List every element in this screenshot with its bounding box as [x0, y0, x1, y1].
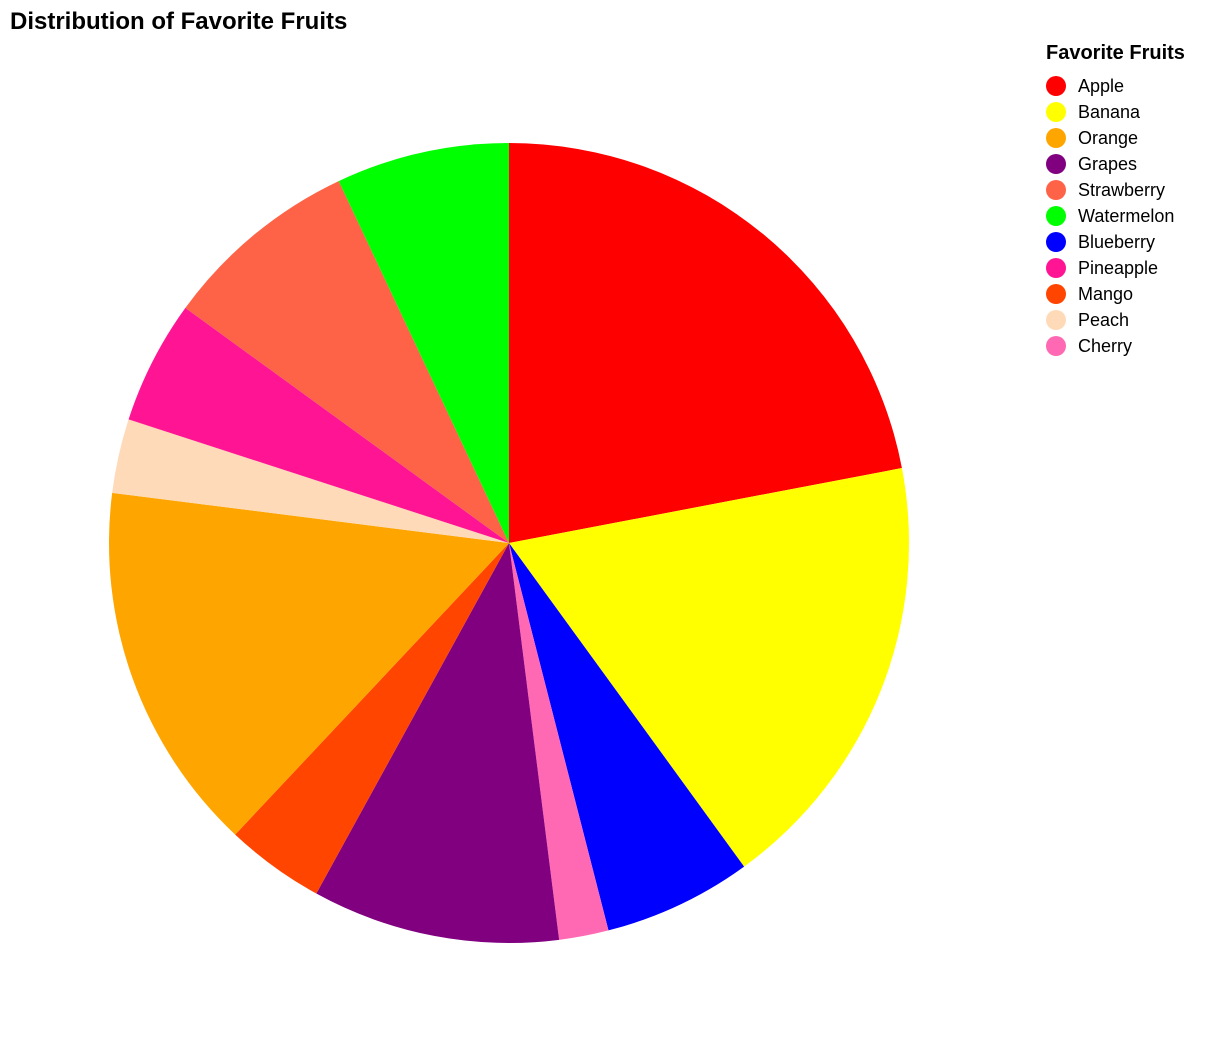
legend-swatch — [1046, 284, 1066, 304]
legend-item-grapes: Grapes — [1046, 151, 1185, 177]
legend-title: Favorite Fruits — [1046, 42, 1185, 64]
legend-swatch — [1046, 336, 1066, 356]
legend-swatch — [1046, 180, 1066, 200]
pie-slice-banana — [509, 468, 909, 867]
legend-items: Apple Banana Orange Grapes Strawberry Waterme… — [1046, 73, 1185, 359]
legend-swatch — [1046, 76, 1066, 96]
legend-label: Mango — [1078, 283, 1134, 304]
legend-swatch — [1046, 310, 1066, 330]
legend-label: Blueberry — [1078, 231, 1156, 252]
pie-slice-pineapple — [128, 307, 509, 543]
legend-item-banana: Banana — [1046, 99, 1185, 125]
pie-slice-cherry — [509, 543, 609, 940]
pie-chart — [109, 143, 909, 944]
legend: Favorite Fruits Apple Banana Orange Grapes S… — [1046, 42, 1185, 359]
legend-item-cherry: Cherry — [1046, 333, 1185, 359]
pie-slice-watermelon — [338, 143, 509, 543]
pie-slice-mango — [235, 543, 509, 894]
pie-slice-grapes — [316, 543, 560, 944]
legend-label: Strawberry — [1078, 179, 1166, 200]
legend-label: Watermelon — [1078, 205, 1175, 226]
legend-label: Peach — [1078, 309, 1130, 330]
legend-item-pineapple: Pineapple — [1046, 255, 1185, 281]
legend-label: Banana — [1078, 101, 1141, 122]
legend-item-peach: Peach — [1046, 307, 1185, 333]
legend-swatch — [1046, 258, 1066, 278]
chart-title: Distribution of Favorite Fruits — [10, 8, 348, 35]
legend-swatch — [1046, 206, 1066, 226]
pie-slice-peach — [112, 419, 510, 543]
legend-item-apple: Apple — [1046, 73, 1185, 99]
legend-swatch — [1046, 154, 1066, 174]
legend-label: Orange — [1078, 127, 1139, 148]
legend-item-orange: Orange — [1046, 125, 1185, 151]
legend-label: Grapes — [1078, 153, 1138, 174]
legend-item-blueberry: Blueberry — [1046, 229, 1185, 255]
legend-label: Cherry — [1078, 335, 1133, 356]
legend-swatch — [1046, 102, 1066, 122]
legend-item-strawberry: Strawberry — [1046, 177, 1185, 203]
legend-item-watermelon: Watermelon — [1046, 203, 1185, 229]
pie-slices — [109, 143, 909, 944]
legend-label: Pineapple — [1078, 257, 1159, 278]
legend-item-mango: Mango — [1046, 281, 1185, 307]
legend-label: Apple — [1078, 75, 1125, 96]
pie-slice-strawberry — [185, 181, 510, 543]
pie-slice-blueberry — [509, 543, 745, 931]
legend-swatch — [1046, 232, 1066, 252]
pie-slice-orange — [109, 492, 509, 835]
legend-swatch — [1046, 128, 1066, 148]
pie-slice-apple — [509, 143, 902, 543]
